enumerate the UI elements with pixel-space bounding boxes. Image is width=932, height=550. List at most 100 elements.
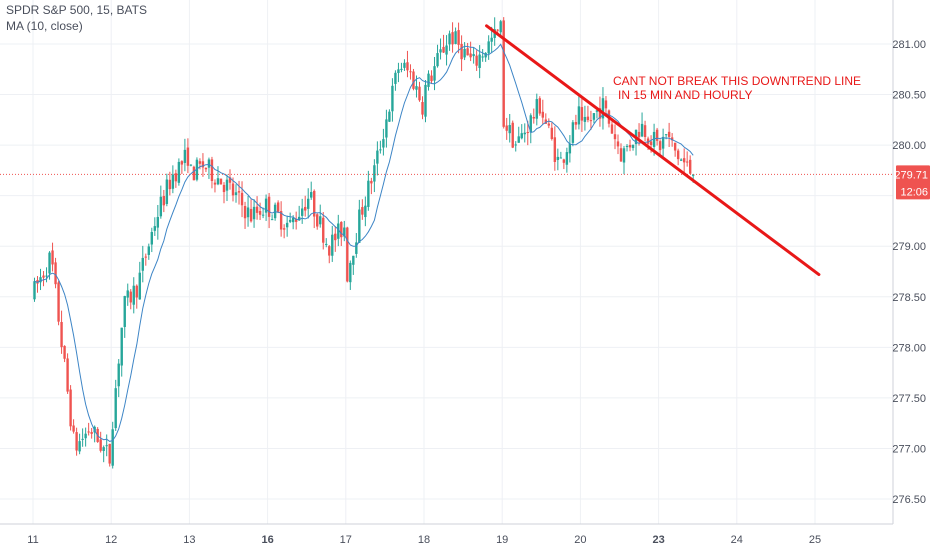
candle-body <box>541 111 545 118</box>
candle-body <box>403 62 406 68</box>
time-axis[interactable]: 11 12 13 16 17 18 19 20 23 24 25 <box>27 534 821 546</box>
candle-body <box>99 439 102 451</box>
price-axis[interactable]: 276.50 277.00 277.50 278.00 278.50 279.00 280.… <box>892 39 926 506</box>
symbol-legend[interactable]: SPDR S&P 500, 15, BATS <box>6 3 147 17</box>
candle-body <box>595 110 599 112</box>
candle-body <box>171 174 175 189</box>
candle-body <box>258 210 262 215</box>
candle-body <box>676 150 680 160</box>
candle-body <box>42 275 45 278</box>
candle-body <box>198 161 202 164</box>
plot-background <box>0 0 893 524</box>
candle-body <box>51 250 54 265</box>
candle-body <box>237 191 241 193</box>
candle-body <box>562 159 566 163</box>
candle-body <box>264 198 268 213</box>
downtrend-line[interactable] <box>485 24 821 277</box>
candle-body <box>538 98 541 114</box>
candle-body <box>490 37 493 42</box>
candle-body <box>373 165 376 182</box>
time-tick-label: 11 <box>27 534 38 546</box>
candle-body <box>409 71 412 73</box>
candle-body <box>679 159 683 161</box>
candle-body <box>291 217 295 223</box>
candle-body <box>300 208 304 216</box>
candle-body <box>529 115 532 133</box>
candle-body <box>397 69 400 74</box>
candle-body <box>520 133 523 139</box>
candle-body <box>255 206 259 213</box>
candle-body <box>475 55 478 66</box>
candle-body <box>114 388 117 429</box>
candle-body <box>352 255 355 265</box>
candle-body <box>583 116 587 122</box>
candle-body <box>469 53 472 58</box>
candle-body <box>319 216 322 225</box>
candle-body <box>156 216 160 228</box>
candle-body <box>150 232 154 245</box>
candle-body <box>331 234 334 256</box>
candle-body <box>550 127 554 139</box>
candle-body <box>81 438 84 440</box>
candle-body <box>655 129 659 141</box>
candle-body <box>502 20 505 127</box>
candle-body <box>412 71 415 89</box>
candle-body <box>120 327 123 366</box>
indicator-legend[interactable]: MA (10, close) <box>6 19 83 33</box>
candle-body <box>379 149 382 151</box>
candle-body <box>153 226 157 231</box>
candle-body <box>433 66 436 81</box>
candle-body <box>376 150 379 164</box>
candle-body <box>108 443 111 464</box>
time-tick-label: 16 <box>261 534 273 546</box>
candle-body <box>294 219 298 222</box>
candle-body <box>511 122 514 148</box>
candle-body <box>249 208 253 222</box>
time-tick-label: 19 <box>496 534 508 546</box>
candle-body <box>358 209 361 243</box>
candle-body <box>631 144 635 148</box>
candle-body <box>123 296 126 328</box>
candle-body <box>643 125 647 137</box>
candle-body <box>424 84 427 117</box>
candlestick-series <box>33 17 695 469</box>
candle-body <box>367 180 370 207</box>
time-tick-label: 17 <box>340 534 352 546</box>
candle-body <box>445 45 448 55</box>
candle-body <box>664 134 668 136</box>
candle-body <box>673 142 677 151</box>
candle-body <box>343 227 346 237</box>
price-tick-label: 281.00 <box>892 39 926 51</box>
candle-body <box>442 46 445 53</box>
candle-body <box>72 425 75 432</box>
candle-body <box>682 158 686 163</box>
candle-body <box>598 108 602 119</box>
candle-body <box>39 277 42 283</box>
candle-body <box>436 53 439 67</box>
candle-body <box>240 192 244 206</box>
candle-body <box>439 49 442 53</box>
candle-body <box>177 161 181 183</box>
candle-body <box>691 174 695 176</box>
candle-body <box>601 98 605 119</box>
candle-body <box>270 219 274 221</box>
candle-body <box>553 137 557 162</box>
candle-body <box>517 136 520 143</box>
time-tick-label: 23 <box>652 534 664 546</box>
candle-body <box>310 192 313 198</box>
candle-body <box>57 282 60 322</box>
candle-body <box>132 285 135 305</box>
candle-body <box>556 156 560 161</box>
candle-body <box>54 262 57 285</box>
candle-body <box>640 123 644 137</box>
candle-body <box>234 192 238 196</box>
candle-body <box>213 182 217 185</box>
candle-body <box>144 256 147 258</box>
annotation-line-2: IN 15 MIN AND HOURLY <box>618 88 753 102</box>
last-price-label: 279.71 12:06 <box>894 165 930 200</box>
candle-body <box>111 429 114 466</box>
candle-body <box>613 134 617 140</box>
candle-body <box>66 358 69 392</box>
candle-body <box>192 166 196 181</box>
